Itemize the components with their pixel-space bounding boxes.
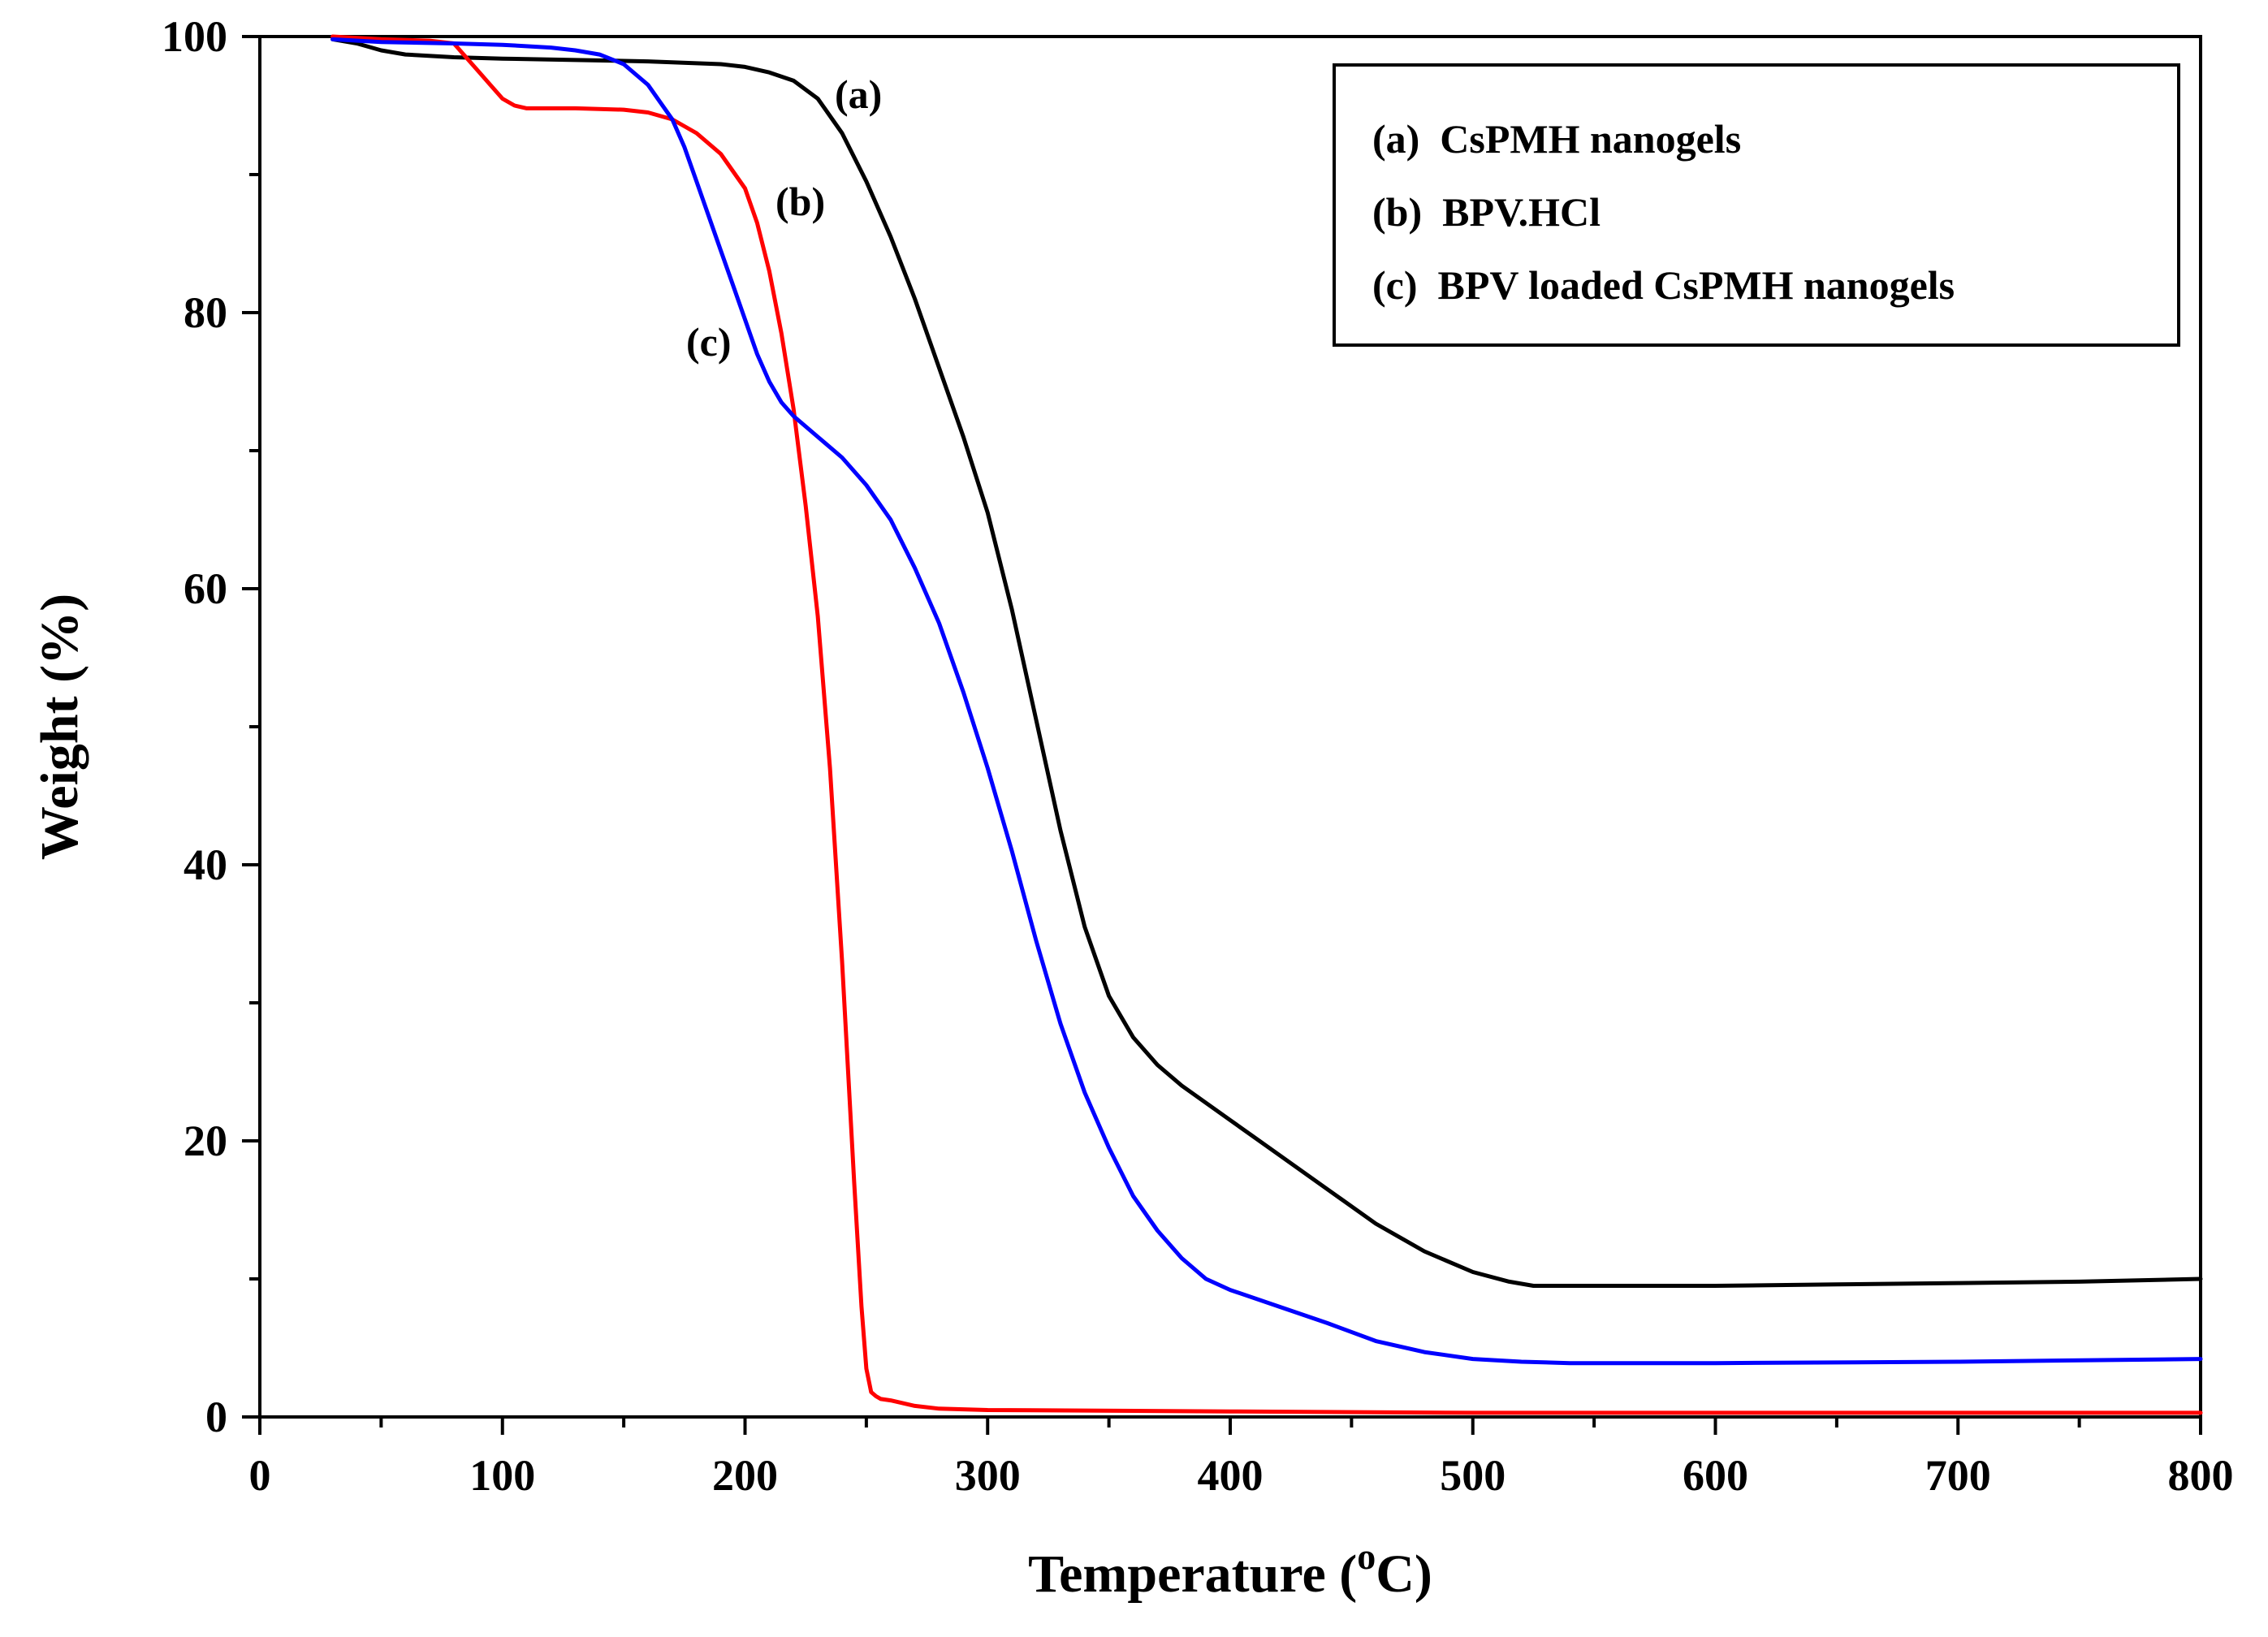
x-tick-label: 700 (1925, 1451, 1991, 1500)
y-tick-label: 20 (184, 1117, 227, 1165)
y-tick-label: 80 (184, 288, 227, 337)
x-tick-label: 400 (1198, 1451, 1264, 1500)
legend: (a) CsPMH nanogels (b) BPV.HCl (c) BPV l… (1333, 63, 2180, 347)
legend-entry-c: (c) BPV loaded CsPMH nanogels (1372, 262, 1955, 308)
curve-tag-b: (b) (775, 179, 825, 224)
axis-tick-labels: 0 100 200 300 400 500 600 700 800 0 20 40 60 80 100 (162, 12, 2234, 1500)
x-axis-title: Temperature (oC) (1028, 1535, 1432, 1604)
x-tick-label: 600 (1683, 1451, 1748, 1500)
series-line-c (330, 37, 2203, 1366)
series-line-b (330, 34, 2203, 1415)
x-tick-label: 500 (1440, 1451, 1506, 1500)
x-tick-label: 200 (712, 1451, 778, 1500)
y-tick-label: 100 (162, 12, 227, 61)
y-tick-label: 40 (184, 840, 227, 889)
curve-tag-a: (a) (835, 71, 882, 117)
x-axis-title-end: C) (1376, 1544, 1432, 1604)
series-line-a (330, 37, 2203, 1288)
series-layer (330, 34, 2203, 1415)
x-tick-label: 300 (955, 1451, 1021, 1500)
y-tick-label: 0 (205, 1393, 227, 1441)
legend-entry-b: (b) BPV.HCl (1372, 189, 1601, 235)
x-axis-title-main: Temperature ( (1028, 1544, 1357, 1604)
legend-entry-a: (a) CsPMH nanogels (1372, 116, 1741, 162)
x-tick-label: 800 (2168, 1451, 2234, 1500)
axis-ticks (242, 35, 2202, 1435)
legend-box (1333, 63, 2180, 347)
y-axis-title: Weight (%) (30, 594, 89, 860)
curve-tag-c: (c) (686, 319, 732, 365)
x-tick-label: 0 (249, 1451, 271, 1500)
y-tick-label: 60 (184, 564, 227, 613)
x-axis-title-superscript: o (1357, 1535, 1376, 1577)
x-tick-label: 100 (469, 1451, 535, 1500)
